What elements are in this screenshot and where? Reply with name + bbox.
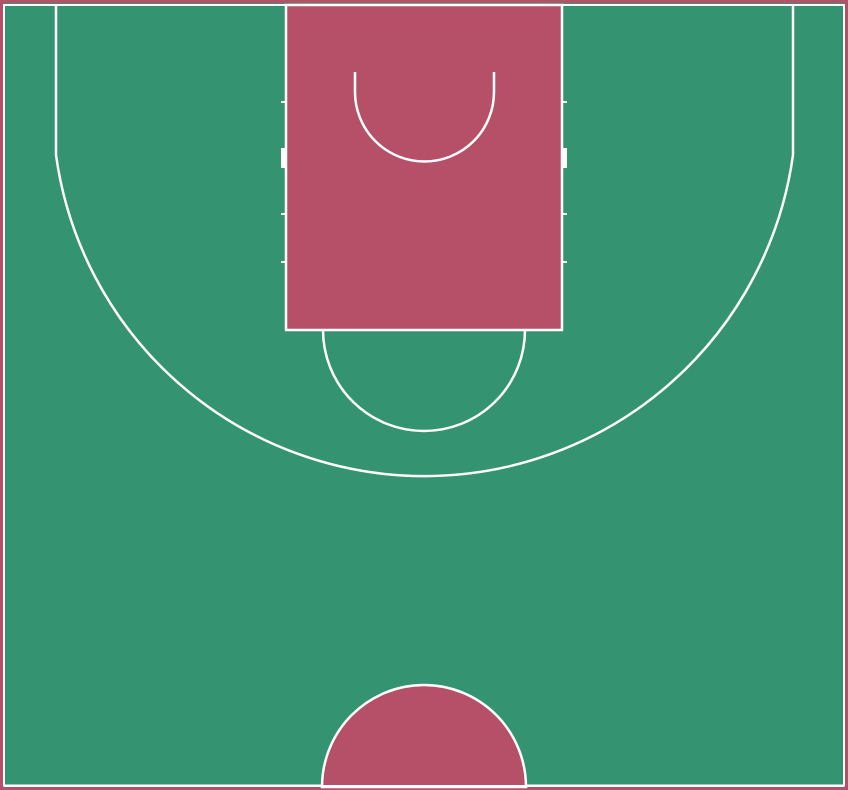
restricted-area-arc [353,72,496,163]
lane-marks-left [281,101,286,263]
three-point-line [54,5,795,478]
paint-key [284,3,564,332]
lane-marks-right [562,101,567,263]
free-throw-circle [321,329,527,433]
lane-block [281,148,286,168]
lane-block [562,148,567,168]
center-circle [320,683,528,789]
